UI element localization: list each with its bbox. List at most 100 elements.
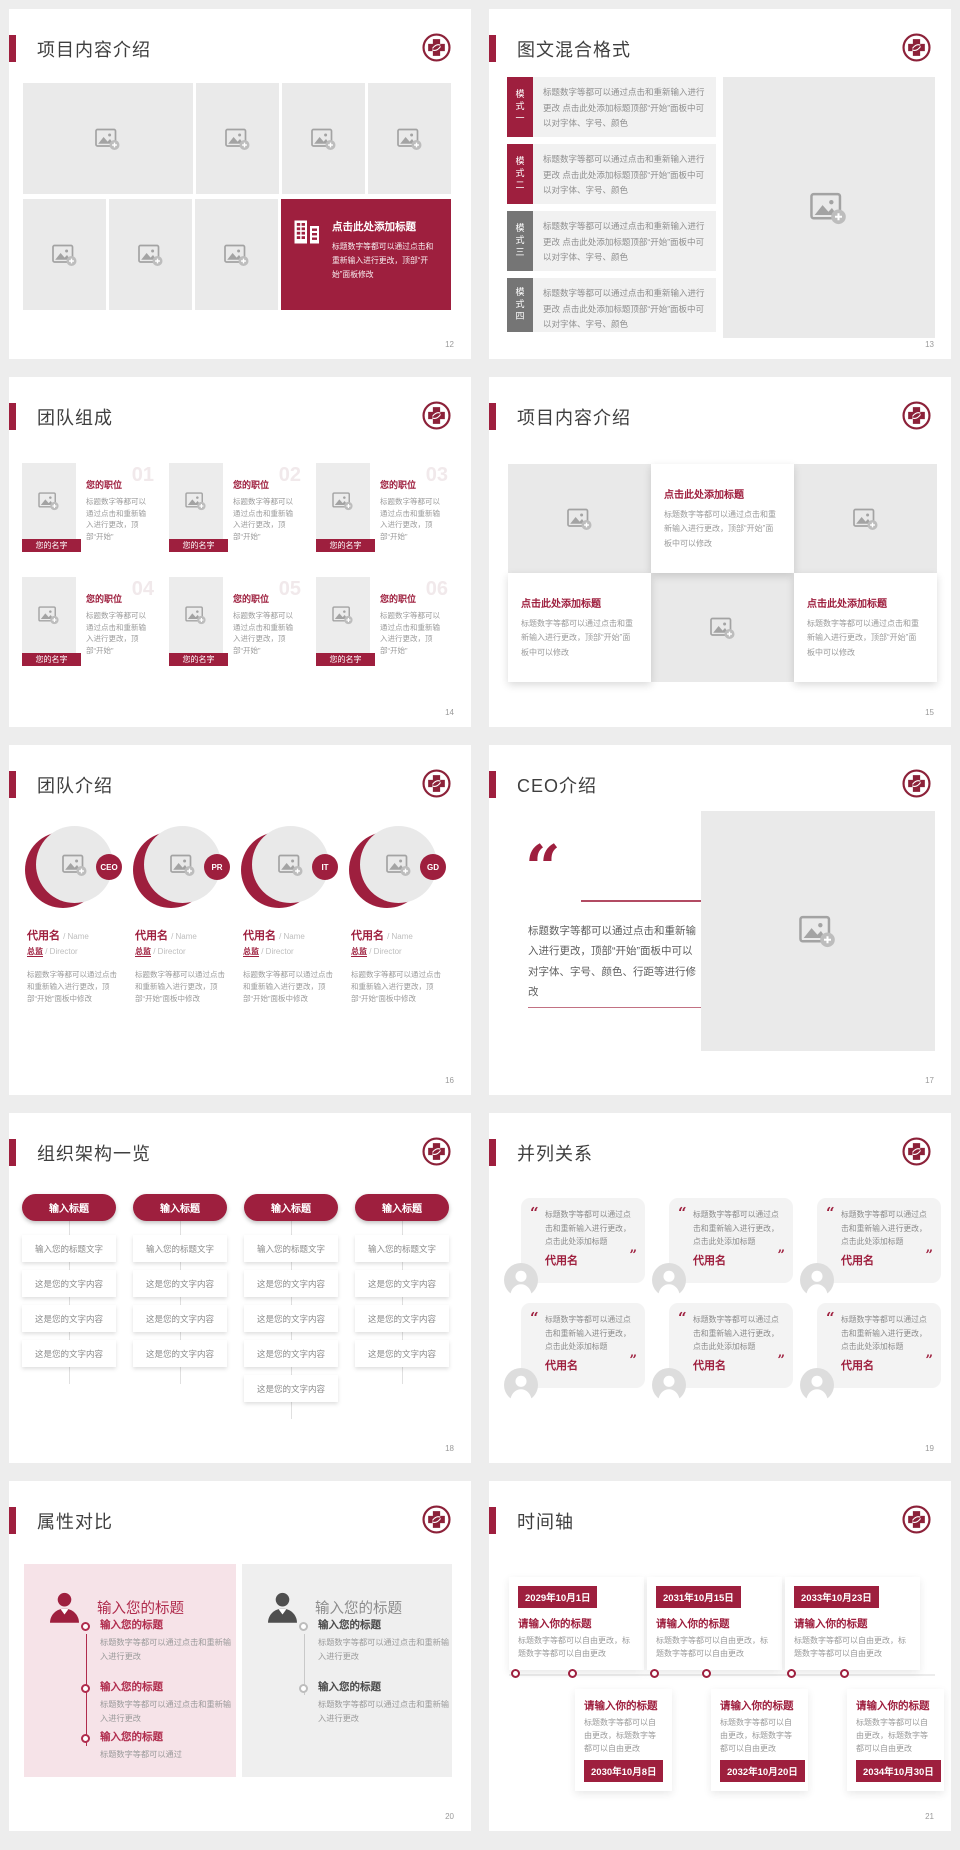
org-item-box[interactable]: 这是您的文字内容: [355, 1340, 449, 1367]
panel-title: 输入您的标题: [97, 1601, 184, 1617]
avatar[interactable]: IT: [239, 823, 339, 911]
org-item-box[interactable]: 这是您的文字内容: [22, 1305, 116, 1332]
org-head-box[interactable]: 输入您的标题文字: [22, 1235, 116, 1262]
org-item-box[interactable]: 这是您的文字内容: [133, 1340, 227, 1367]
team-card[interactable]: 您的名字 02 您的职位 标题数字等都可以通过点击和重新输入进行更改，顶部“开始…: [169, 463, 303, 552]
quote-card[interactable]: “ 标题数字等都可以通过点击和重新输入进行更改，点击此处添加标题 ” 代用名: [817, 1198, 941, 1283]
image-placeholder[interactable]: [196, 83, 279, 194]
image-placeholder[interactable]: [651, 573, 794, 682]
member-card[interactable]: IT 代用名 / Name 总监 / Director 标题数字等都可以通过点击…: [239, 823, 339, 1005]
image-placeholder[interactable]: [794, 464, 937, 573]
org-item-box[interactable]: 这是您的文字内容: [355, 1305, 449, 1332]
event-title: 请输入你的标题: [720, 1700, 794, 1712]
image-placeholder[interactable]: [22, 463, 76, 539]
member-card[interactable]: GD 代用名 / Name 总监 / Director 标题数字等都可以通过点击…: [347, 823, 447, 1005]
mode-row[interactable]: 模式四 标题数字等都可以通过点击和重新输入进行更改 点击此处添加标题顶部“开始”…: [507, 278, 716, 332]
team-card[interactable]: 您的名字 05 您的职位 标题数字等都可以通过点击和重新输入进行更改，顶部“开始…: [169, 577, 303, 666]
title-accent-bar: [489, 403, 496, 430]
team-card[interactable]: 您的名字 01 您的职位 标题数字等都可以通过点击和重新输入进行更改，顶部“开始…: [22, 463, 156, 552]
image-placeholder[interactable]: [23, 199, 106, 310]
slide-16-team-intro[interactable]: 团队介绍 CEO 代用名 / Name 总监 / Director 标题数字等都…: [9, 745, 471, 1095]
image-placeholder[interactable]: [723, 77, 935, 338]
team-card[interactable]: 您的名字 04 您的职位 标题数字等都可以通过点击和重新输入进行更改，顶部“开始…: [22, 577, 156, 666]
image-placeholder[interactable]: [316, 463, 370, 539]
highlight-card[interactable]: 点击此处添加标题 标题数字等都可以通过点击和重新输入进行更改，顶部“开始”面板修…: [281, 199, 451, 310]
org-pill[interactable]: 输入标题: [244, 1194, 338, 1221]
member-card[interactable]: PR 代用名 / Name 总监 / Director 标题数字等都可以通过点击…: [131, 823, 231, 1005]
timeline-event[interactable]: 请输入你的标题 标题数字等都可以自由更改，标题数字等都可以自由更改 2034年1…: [847, 1689, 944, 1792]
card-body: 标题数字等都可以通过点击和重新输入进行更改，顶部“开始”面板修改: [332, 242, 434, 280]
org-head-box[interactable]: 输入您的标题文字: [244, 1235, 338, 1262]
timeline-event[interactable]: 2031年10月15日 请输入你的标题 标题数字等都可以自由更改，标题数字等都可…: [647, 1577, 782, 1670]
mode-label: 模式四: [507, 278, 533, 332]
timeline-item: 输入您的标题 标题数字等都可以通过点击和重新输入进行更改: [318, 1617, 450, 1663]
slide-14-team-composition[interactable]: 团队组成 您的名字 01 您的职位 标题数字等都可以通过点击和重新输入进行更改，…: [9, 377, 471, 727]
slide-20-attribute-compare[interactable]: 属性对比 输入您的标题 输入您的标题 标题数字等都可以通过点击和重新输入进行更改…: [9, 1481, 471, 1831]
image-placeholder[interactable]: [169, 463, 223, 539]
org-pill[interactable]: 输入标题: [133, 1194, 227, 1221]
timeline-event[interactable]: 请输入你的标题 标题数字等都可以自由更改，标题数字等都可以自由更改 2030年1…: [575, 1689, 672, 1792]
image-placeholder[interactable]: [22, 577, 76, 653]
mode-row[interactable]: 模式一 标题数字等都可以通过点击和重新输入进行更改 点击此处添加标题顶部“开始”…: [507, 77, 716, 137]
role-badge: PR: [204, 854, 230, 880]
org-pill[interactable]: 输入标题: [22, 1194, 116, 1221]
timeline-event[interactable]: 请输入你的标题 标题数字等都可以自由更改，标题数字等都可以自由更改 2032年1…: [711, 1689, 808, 1792]
slide-17-ceo-intro[interactable]: CEO介绍 “ 标题数字等都可以通过点击和重新输入进行更改，顶部“开始”面板中可…: [489, 745, 951, 1095]
avatar[interactable]: CEO: [23, 823, 123, 911]
slide-13-mixed-format[interactable]: 图文混合格式 模式一 标题数字等都可以通过点击和重新输入进行更改 点击此处添加标…: [489, 9, 951, 359]
org-item-box[interactable]: 这是您的文字内容: [133, 1305, 227, 1332]
text-block[interactable]: 点击此处添加标题 标题数字等都可以通过点击和重新输入进行更改，顶部“开始”面板中…: [508, 573, 651, 682]
org-item-box[interactable]: 这是您的文字内容: [244, 1270, 338, 1297]
text-block[interactable]: 点击此处添加标题 标题数字等都可以通过点击和重新输入进行更改，顶部“开始”面板中…: [794, 573, 937, 682]
title-accent-bar: [9, 1507, 16, 1534]
image-placeholder[interactable]: [195, 199, 278, 310]
image-placeholder[interactable]: [316, 577, 370, 653]
org-item-box[interactable]: 这是您的文字内容: [244, 1340, 338, 1367]
text-block[interactable]: 点击此处添加标题 标题数字等都可以通过点击和重新输入进行更改，顶部“开始”面板中…: [651, 464, 794, 573]
quote-card[interactable]: “ 标题数字等都可以通过点击和重新输入进行更改，点击此处添加标题 ” 代用名: [669, 1303, 793, 1388]
quote-card[interactable]: “ 标题数字等都可以通过点击和重新输入进行更改，点击此处添加标题 ” 代用名: [521, 1198, 645, 1283]
title-accent-bar: [489, 35, 496, 62]
slide-21-timeline[interactable]: 时间轴 2029年10月1日 请输入你的标题 标题数字等都可以自由更改，标题数字…: [489, 1481, 951, 1831]
org-item-box[interactable]: 这是您的文字内容: [244, 1305, 338, 1332]
slide-15-project-content[interactable]: 项目内容介绍 点击此处添加标题 标题数字等都可以通过点击和重新输入进行更改，顶部…: [489, 377, 951, 727]
timeline-event[interactable]: 2033年10月23日 请输入你的标题 标题数字等都可以自由更改，标题数字等都可…: [785, 1577, 920, 1670]
mode-row[interactable]: 模式三 标题数字等都可以通过点击和重新输入进行更改 点击此处添加标题顶部“开始”…: [507, 211, 716, 271]
member-card[interactable]: CEO 代用名 / Name 总监 / Director 标题数字等都可以通过点…: [23, 823, 123, 1005]
team-card[interactable]: 您的名字 06 您的职位 标题数字等都可以通过点击和重新输入进行更改，顶部“开始…: [316, 577, 450, 666]
org-item-box[interactable]: 这是您的文字内容: [244, 1375, 338, 1402]
org-pill[interactable]: 输入标题: [355, 1194, 449, 1221]
mode-row[interactable]: 模式二 标题数字等都可以通过点击和重新输入进行更改 点击此处添加标题顶部“开始”…: [507, 144, 716, 204]
event-date-badge: 2032年10月20日: [720, 1760, 805, 1783]
org-item-box[interactable]: 这是您的文字内容: [133, 1270, 227, 1297]
image-placeholder[interactable]: [282, 83, 365, 194]
name-tag: 您的名字: [316, 539, 375, 552]
avatar[interactable]: GD: [347, 823, 447, 911]
name-tag: 您的名字: [22, 539, 81, 552]
image-placeholder[interactable]: [109, 199, 192, 310]
quote-card[interactable]: “ 标题数字等都可以通过点击和重新输入进行更改，点击此处添加标题 ” 代用名: [669, 1198, 793, 1283]
image-placeholder[interactable]: [508, 464, 651, 573]
slide-12-project-content[interactable]: 项目内容介绍 点击此处添加标题 标题数字等都可以通过点击和重新输入进行更改，顶部…: [9, 9, 471, 359]
org-head-box[interactable]: 输入您的标题文字: [133, 1235, 227, 1262]
mode-text: 标题数字等都可以通过点击和重新输入进行更改 点击此处添加标题顶部“开始”面板中可…: [533, 278, 716, 332]
slide-title: 属性对比: [37, 1512, 113, 1532]
org-item-box[interactable]: 这是您的文字内容: [22, 1340, 116, 1367]
mode-label: 模式三: [507, 211, 533, 271]
image-placeholder[interactable]: [23, 83, 193, 194]
image-placeholder[interactable]: [169, 577, 223, 653]
compare-panel-right[interactable]: 输入您的标题 输入您的标题 标题数字等都可以通过点击和重新输入进行更改 输入您的…: [242, 1564, 452, 1777]
slide-19-parallel[interactable]: 并列关系 “ 标题数字等都可以通过点击和重新输入进行更改，点击此处添加标题 ” …: [489, 1113, 951, 1463]
quote-card[interactable]: “ 标题数字等都可以通过点击和重新输入进行更改，点击此处添加标题 ” 代用名: [817, 1303, 941, 1388]
org-item-box[interactable]: 这是您的文字内容: [355, 1270, 449, 1297]
compare-panel-left[interactable]: 输入您的标题 输入您的标题 标题数字等都可以通过点击和重新输入进行更改 输入您的…: [24, 1564, 236, 1777]
timeline-event[interactable]: 2029年10月1日 请输入你的标题 标题数字等都可以自由更改，标题数字等都可以…: [509, 1577, 644, 1670]
slide-18-org-chart[interactable]: 组织架构一览 输入标题 输入您的标题文字 这是您的文字内容 这是您的文字内容 这…: [9, 1113, 471, 1463]
team-card[interactable]: 您的名字 03 您的职位 标题数字等都可以通过点击和重新输入进行更改，顶部“开始…: [316, 463, 450, 552]
avatar[interactable]: PR: [131, 823, 231, 911]
image-placeholder[interactable]: [701, 811, 935, 1051]
quote-card[interactable]: “ 标题数字等都可以通过点击和重新输入进行更改，点击此处添加标题 ” 代用名: [521, 1303, 645, 1388]
org-item-box[interactable]: 这是您的文字内容: [22, 1270, 116, 1297]
org-head-box[interactable]: 输入您的标题文字: [355, 1235, 449, 1262]
image-placeholder[interactable]: [368, 83, 451, 194]
